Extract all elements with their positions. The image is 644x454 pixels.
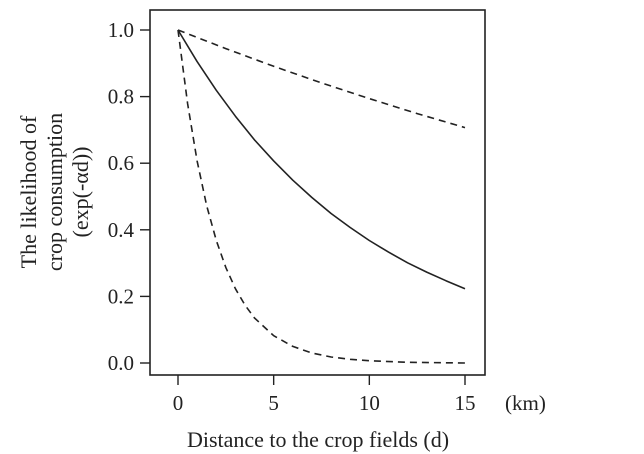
y-tick-label-1: 0.2 — [108, 284, 134, 308]
y-axis-label-line-3: (exp(-αd)) — [68, 147, 93, 238]
series-line-2 — [177, 29, 466, 290]
y-tick-label-3: 0.6 — [108, 151, 134, 175]
series-layer — [177, 29, 466, 364]
x-tick-label-1: 5 — [268, 391, 279, 415]
plot-frame — [149, 9, 486, 376]
y-tick-label-0: 0.0 — [108, 351, 134, 375]
y-tick-label-4: 0.8 — [108, 85, 134, 109]
y-axis-label-line-1: The likelihood of — [16, 115, 41, 268]
x-axis-label: Distance to the crop fields (d) — [187, 427, 449, 452]
y-axis-label-line-2: crop consumption — [42, 113, 67, 271]
ticks-layer: 0 5 10 15 0.0 0.2 0.4 0.6 0.8 1.0 — [108, 18, 476, 415]
y-tick-label-5: 1.0 — [108, 18, 134, 42]
x-tick-label-3: 15 — [455, 391, 476, 415]
series-line-1 — [177, 29, 466, 129]
y-tick-label-2: 0.4 — [108, 218, 135, 242]
y-axis-label: The likelihood of crop consumption (exp(… — [16, 113, 93, 271]
series-line-3 — [177, 29, 466, 364]
x-tick-label-2: 10 — [359, 391, 380, 415]
x-axis-unit: (km) — [505, 391, 546, 415]
x-tick-label-0: 0 — [173, 391, 184, 415]
